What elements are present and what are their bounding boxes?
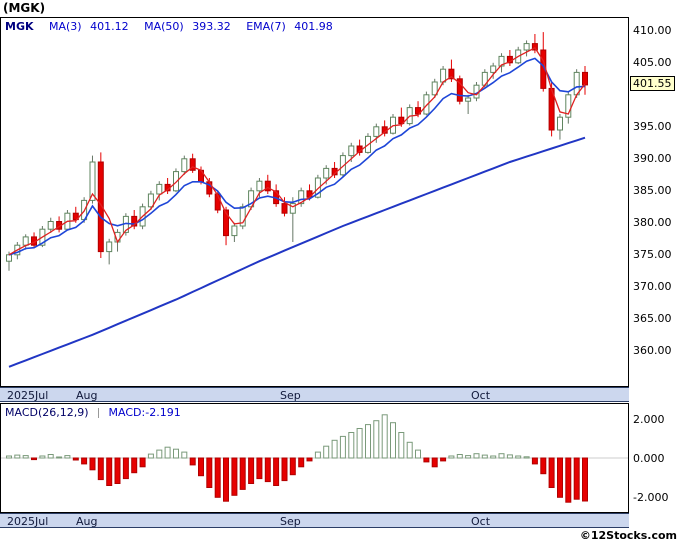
date-label: 2025Jul — [7, 515, 49, 528]
macd-chart — [1, 414, 628, 503]
date-label: Sep — [280, 515, 301, 528]
ma3-value: 401.12 — [90, 20, 129, 33]
macd-legend: MACD(26,12,9) MACD:-2.191 — [5, 406, 181, 419]
date-label: Sep — [280, 389, 301, 402]
price-tick-label: 385.00 — [633, 184, 672, 197]
price-chart — [6, 32, 588, 368]
watermark-link[interactable]: ©12Stocks.com — [579, 529, 677, 542]
ema7-label: EMA(7) — [246, 20, 286, 33]
date-label: Oct — [471, 389, 491, 402]
price-chart-panel: MGK MA(3) 401.12 MA(50) 393.32 EMA(7) 40… — [0, 17, 629, 387]
date-label: 2025Jul — [7, 389, 49, 402]
price-tick-label: 370.00 — [633, 280, 672, 293]
macd-tick-label: 0.000 — [633, 452, 665, 465]
date-label: Aug — [76, 389, 98, 402]
price-tick-label: 360.00 — [633, 344, 672, 357]
ema7-value: 401.98 — [294, 20, 333, 33]
ma50-label: MA(50) — [144, 20, 184, 33]
ema7-line — [8, 57, 586, 256]
candles-layer — [6, 32, 588, 271]
ma3-line — [8, 47, 586, 256]
date-label: Aug — [76, 515, 98, 528]
price-tick-label: 410.00 — [633, 24, 672, 37]
date-axis-bottom: 2025Jul Aug Sep Oct — [0, 513, 629, 528]
macd-tick-label: 2.000 — [633, 413, 665, 426]
date-label: Oct — [471, 515, 491, 528]
macd-tick-label: -2.000 — [633, 491, 669, 504]
ma50-value: 393.32 — [192, 20, 231, 33]
price-tick-label: 405.00 — [633, 56, 672, 69]
page-title: (MGK) — [3, 1, 46, 15]
price-tick-label: 365.00 — [633, 312, 672, 325]
macd-params-label: MACD(26,12,9) — [5, 406, 89, 419]
macd-value-label: MACD:-2.191 — [108, 406, 181, 419]
macd-bars-layer — [6, 414, 588, 503]
last-price-badge: 401.55 — [630, 76, 675, 91]
price-tick-label: 380.00 — [633, 216, 672, 229]
ma3-label: MA(3) — [49, 20, 82, 33]
macd-panel: MACD(26,12,9) MACD:-2.191 — [0, 403, 629, 513]
ma50-line — [8, 136, 586, 368]
price-tick-label: 375.00 — [633, 248, 672, 261]
legend-divider — [98, 408, 100, 418]
price-tick-label: 395.00 — [633, 120, 672, 133]
price-tick-label: 390.00 — [633, 152, 672, 165]
price-chart-legend: MGK MA(3) 401.12 MA(50) 393.32 EMA(7) 40… — [5, 20, 333, 33]
date-axis-top: 2025Jul Aug Sep Oct — [0, 387, 629, 402]
symbol-label: MGK — [5, 20, 34, 33]
